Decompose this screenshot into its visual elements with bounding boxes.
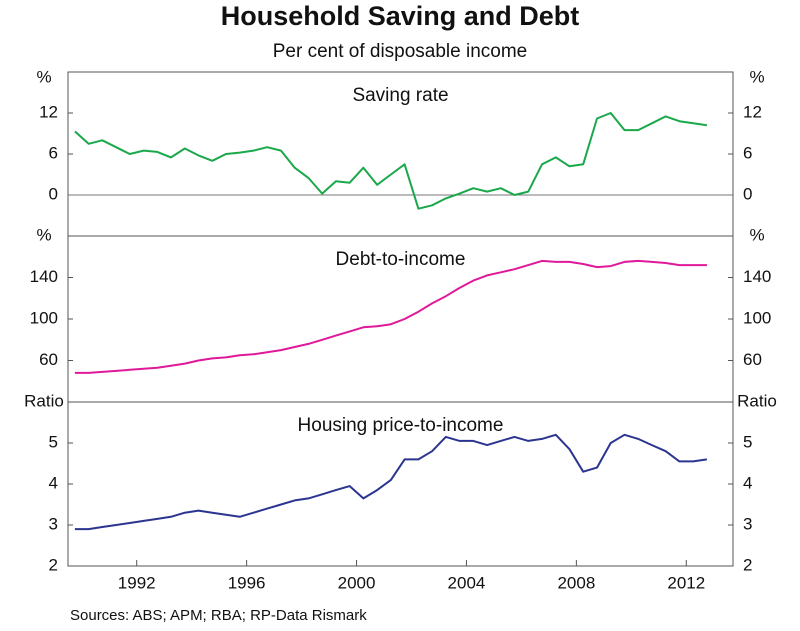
y-tick-label: 60	[39, 350, 58, 369]
data-line	[74, 433, 708, 531]
y-tick-label: 2	[49, 555, 58, 574]
y-tick-label: 3	[49, 514, 58, 533]
panel-title: Debt-to-income	[336, 249, 466, 270]
y2-tick-label: 140	[743, 267, 771, 286]
y-tick-label: 5	[49, 432, 58, 451]
source-note: Sources: ABS; APM; RBA; RP-Data Rismark	[70, 607, 367, 624]
y2-tick-label: 5	[743, 432, 752, 451]
data-line	[74, 112, 708, 210]
y2-unit-label: %	[749, 225, 764, 244]
y2-tick-label: 6	[743, 143, 752, 162]
y2-unit-label: %	[749, 67, 764, 86]
x-tick-label: 1996	[228, 573, 266, 592]
y-tick-label: 140	[30, 267, 58, 286]
y2-tick-label: 4	[743, 473, 752, 492]
y-tick-label: 12	[39, 102, 58, 121]
y2-tick-label: 2	[743, 555, 752, 574]
x-tick-label: 1992	[118, 573, 156, 592]
chart-title: Household Saving and Debt	[221, 1, 580, 31]
plot-frame	[67, 71, 734, 567]
x-tick-label: 2012	[667, 573, 705, 592]
chart-subtitle: Per cent of disposable income	[273, 41, 528, 62]
panel-title: Saving rate	[352, 85, 448, 106]
x-tick-label: 2004	[448, 573, 486, 592]
y-tick-label: 0	[49, 184, 58, 203]
data-line	[74, 259, 707, 374]
x-tick-label: 2000	[338, 573, 376, 592]
y-unit-label: %	[36, 67, 51, 86]
y-unit-label: Ratio	[24, 391, 64, 410]
y-tick-label: 100	[30, 308, 58, 327]
y2-tick-label: 60	[743, 350, 762, 369]
y-unit-label: %	[36, 225, 51, 244]
y2-unit-label: Ratio	[737, 391, 777, 410]
y2-tick-label: 12	[743, 102, 762, 121]
y2-tick-label: 3	[743, 514, 752, 533]
panel-title: Housing price-to-income	[298, 415, 504, 436]
y2-tick-label: 0	[743, 184, 752, 203]
x-tick-label: 2008	[557, 573, 595, 592]
y-tick-label: 4	[49, 473, 58, 492]
y-tick-label: 6	[49, 143, 58, 162]
y2-tick-label: 100	[743, 308, 771, 327]
